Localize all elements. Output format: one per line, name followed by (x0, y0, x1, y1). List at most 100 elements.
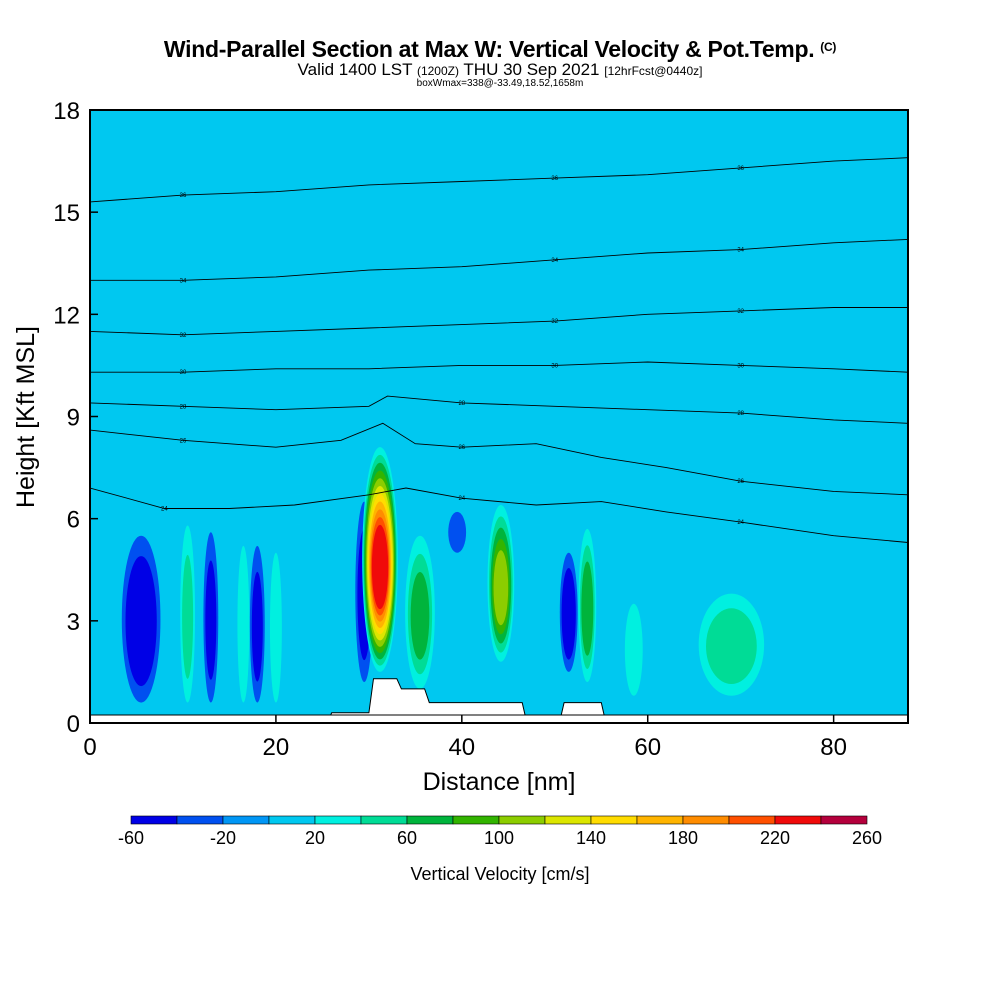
theta-contour-label: 24 (161, 506, 168, 512)
updraft-cell-6 (269, 552, 282, 703)
w-level-20 (237, 545, 250, 703)
theta-contour-label: 28 (458, 401, 465, 407)
theta-contour-label: 24 (458, 496, 465, 502)
theta-contour-label: 32 (180, 333, 187, 339)
w-level--40 (125, 556, 157, 687)
updraft-cell-4 (180, 525, 196, 703)
theta-contour-24 (90, 487, 908, 543)
colorbar-swatch (268, 815, 316, 825)
colorbar-swatch (130, 815, 178, 825)
theta-contour-34 (90, 238, 908, 281)
colorbar-swatch (682, 815, 730, 825)
chart-title: Wind-Parallel Section at Max W: Vertical… (0, 36, 1000, 63)
theta-contour-label: 30 (551, 363, 558, 369)
w-level--20 (448, 511, 467, 553)
plot-area: 24 24 24 26 26 26 28 28 28 30 30 30 32 32 32 34 34 34 36 36… (89, 109, 909, 724)
w-level--40 (251, 571, 263, 682)
colorbar-tick-label: -20 (210, 828, 236, 848)
theta-contour-28 (90, 395, 908, 424)
updraft-cell-7 (405, 535, 435, 689)
theta-contour-label: 32 (551, 319, 558, 325)
updraft-cell-5 (237, 545, 250, 703)
colorbar-tick-label: 100 (484, 828, 514, 848)
updraft-cell-2 (578, 528, 597, 683)
theta-contour-label: 36 (551, 176, 558, 182)
y-tick-label: 0 (67, 711, 80, 738)
theta-contour-26 (90, 422, 908, 496)
colorbar-swatch (774, 815, 822, 825)
y-axis: 0 3 6 9 12 15 18 (53, 98, 98, 738)
w-level-20 (624, 603, 643, 696)
colorbar-swatch (222, 815, 270, 825)
x-tick-label: 40 (448, 734, 475, 761)
colorbar-tick-label: 260 (852, 828, 882, 848)
x-tick-label: 20 (263, 734, 290, 761)
x-tick-label: 0 (83, 734, 96, 761)
colorbar-tick-label: 140 (576, 828, 606, 848)
w-level--40 (205, 560, 217, 680)
theta-contour-30 (90, 361, 908, 373)
colorbar-title: Vertical Velocity [cm/s] (410, 864, 589, 884)
theta-contour-label: 26 (737, 479, 744, 485)
subtitle-valid: Valid 1400 LST (297, 60, 413, 79)
downdraft-cell-2 (249, 545, 265, 703)
y-axis-title: Height [Kft MSL] (12, 326, 40, 508)
colorbar-swatch (406, 815, 454, 825)
x-tick-label: 60 (634, 734, 661, 761)
colorbar-swatch (590, 815, 638, 825)
w-level-40 (182, 554, 194, 679)
colorbar-swatch (314, 815, 362, 825)
updraft-cell-3 (698, 593, 765, 696)
chart-title-units: (C) (820, 40, 837, 54)
colorbar-swatch (820, 815, 868, 825)
theta-contour-36 (90, 157, 908, 203)
downdraft-cell-4 (559, 552, 578, 672)
theta-contour-label: 28 (180, 404, 187, 410)
colorbar-tick-label: 60 (397, 828, 417, 848)
terrain (90, 678, 908, 723)
x-tick-label: 80 (820, 734, 847, 761)
colorbar-swatch (636, 815, 684, 825)
theta-contour-label: 34 (180, 278, 187, 284)
y-tick-label: 18 (53, 98, 80, 125)
theta-contour-label: 24 (737, 520, 744, 526)
w-level-60 (410, 572, 430, 660)
w-level-20 (269, 552, 282, 703)
colorbar: -60 -20 20 60 100 140 180 220 260 (118, 815, 882, 848)
colorbar-tick-label: 20 (305, 828, 325, 848)
y-tick-label: 15 (53, 200, 80, 227)
colorbar-tick-label: -60 (118, 828, 144, 848)
colorbar-swatch (176, 815, 224, 825)
downdraft-cell-1 (203, 532, 219, 703)
updraft-cell-0 (362, 447, 398, 672)
colorbar-swatch (728, 815, 776, 825)
colorbar-swatch (544, 815, 592, 825)
theta-contour-label: 36 (737, 166, 744, 172)
theta-contour-label: 34 (551, 258, 558, 264)
subtitle-date: THU 30 Sep 2021 (463, 60, 600, 79)
colorbar-tick-label: 220 (760, 828, 790, 848)
theta-contour-label: 30 (180, 370, 187, 376)
downdraft-cell-5 (448, 511, 467, 553)
w-level-60 (581, 561, 594, 656)
updraft-cell-1 (487, 505, 515, 662)
colorbar-swatch (498, 815, 546, 825)
x-axis-title: Distance [nm] (423, 768, 576, 796)
chart-title-text: Wind-Parallel Section at Max W: Vertical… (163, 36, 815, 62)
ground-strip (90, 714, 908, 723)
colorbar-tick-label: 180 (668, 828, 698, 848)
w-level--40 (561, 567, 576, 660)
w-level-220 (371, 524, 389, 610)
colorbar-swatch (360, 815, 408, 825)
y-tick-label: 9 (67, 405, 80, 432)
theta-contour-label: 28 (737, 411, 744, 417)
w-level-40 (706, 608, 757, 684)
chart-subtitle: Valid 1400 LST (1200Z) THU 30 Sep 2021 [… (0, 60, 1000, 80)
downdraft-cell-0 (121, 535, 161, 703)
theta-contour-label: 26 (180, 438, 187, 444)
theta-contour-label: 30 (737, 363, 744, 369)
updraft-cell-8 (624, 603, 643, 696)
w-level-100 (493, 550, 509, 626)
theta-contour-label: 36 (180, 193, 187, 199)
chart-box-info: boxWmax=338@-33.49,18.52,1658m (416, 78, 584, 89)
